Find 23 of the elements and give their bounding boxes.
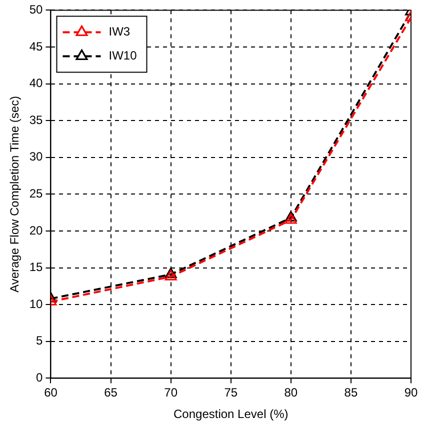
legend-label: IW3	[108, 24, 130, 39]
x-tick-label: 60	[44, 386, 58, 400]
x-tick-label: 75	[224, 386, 238, 400]
x-tick-label: 70	[164, 386, 178, 400]
x-tick-label: 65	[104, 386, 118, 400]
y-tick-label: 25	[29, 186, 44, 201]
y-tick-label: 45	[29, 39, 44, 54]
point	[284, 211, 297, 222]
x-axis-title: Congestion Level (%)	[174, 407, 288, 422]
y-tick-label: 10	[29, 296, 44, 311]
legend-label: IW10	[108, 48, 138, 63]
y-tick-label: 35	[29, 112, 44, 127]
x-tick-label: 80	[284, 386, 298, 400]
y-tick-label: 20	[29, 223, 44, 238]
y-axis-title: Average Flow Completion Time (sec)	[8, 96, 22, 292]
x-tick-label: 90	[404, 386, 418, 400]
y-tick-label: 30	[29, 150, 44, 164]
y-tick-label: 40	[29, 76, 44, 90]
y-tick-label: 50	[29, 2, 44, 17]
x-tick-label: 85	[344, 386, 358, 400]
y-tick-label: 0	[36, 370, 44, 385]
y-tick-label: 5	[36, 334, 44, 348]
y-tick-label: 15	[29, 260, 44, 274]
